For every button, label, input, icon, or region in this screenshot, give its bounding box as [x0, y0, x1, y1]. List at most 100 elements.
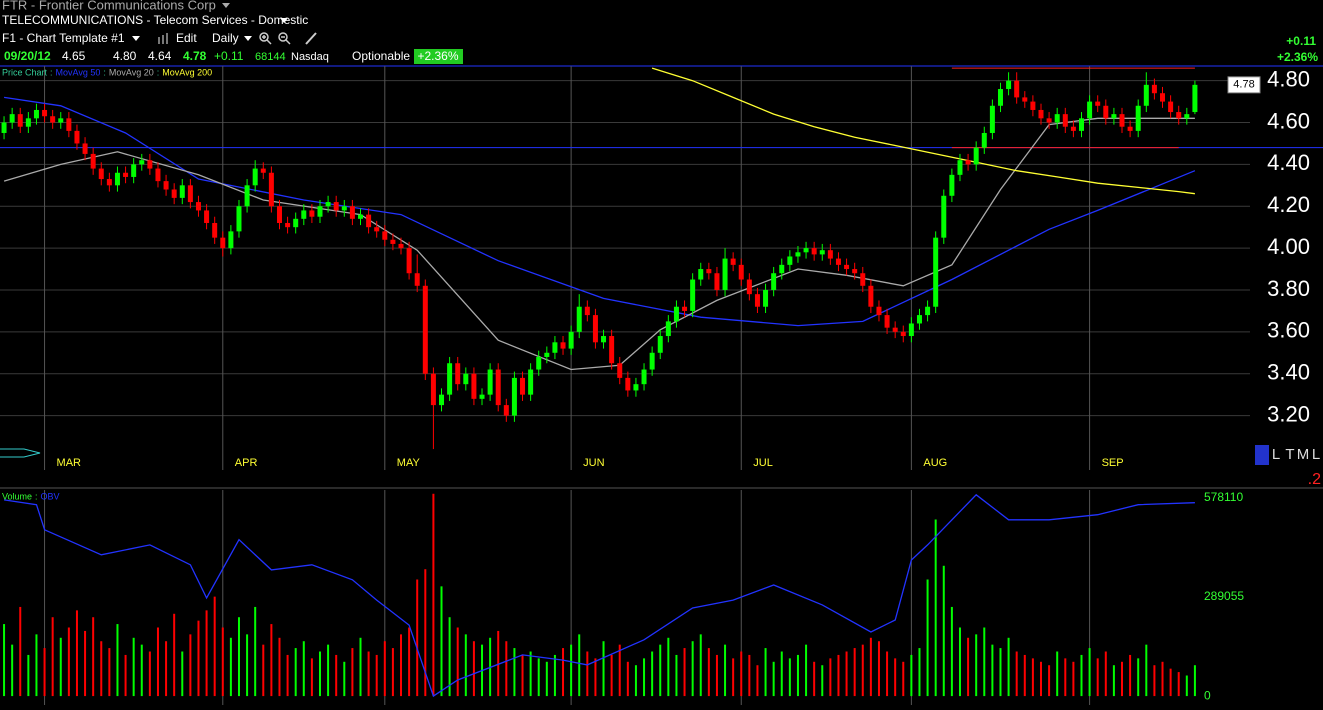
volume-bar	[562, 648, 565, 697]
volume-bar	[213, 596, 216, 697]
candle-body	[633, 384, 639, 391]
view-button-active[interactable]	[1255, 445, 1269, 465]
candle-body	[892, 327, 898, 332]
candle-body	[941, 195, 947, 238]
price-tag-box	[1227, 76, 1261, 94]
candle-body	[779, 264, 785, 274]
dropdown-arrow[interactable]	[132, 36, 140, 41]
volume-bar	[229, 637, 232, 697]
view-button[interactable]: T	[1285, 446, 1294, 463]
zoom-out-icon[interactable]	[278, 32, 291, 45]
view-button[interactable]: M	[1297, 446, 1310, 463]
x-tick-label: MAY	[397, 457, 421, 469]
volume-bar	[740, 651, 743, 697]
bars-icon[interactable]	[158, 33, 168, 44]
candle-body	[738, 264, 744, 280]
y-tick-label: 4.20	[1267, 192, 1310, 217]
candle-body	[787, 256, 793, 265]
draw-tool-icon[interactable]	[305, 32, 317, 45]
volume-tick-label: 289055	[1204, 589, 1244, 603]
candle-body	[698, 269, 704, 280]
candle-body	[195, 202, 201, 211]
edit-button[interactable]: Edit	[176, 31, 197, 45]
volume-bar	[691, 641, 694, 697]
price-tag: 4.78	[1233, 79, 1254, 91]
view-button[interactable]: L	[1272, 446, 1280, 463]
dropdown-arrow[interactable]	[244, 36, 252, 41]
candle-body	[317, 206, 323, 217]
volume-bar	[926, 579, 929, 697]
volume-bar	[294, 648, 297, 697]
volume-bar	[497, 630, 500, 697]
candle-body	[42, 109, 48, 117]
volume-bar	[902, 661, 905, 697]
volume-bar	[359, 637, 362, 697]
candle-body	[754, 294, 760, 307]
y-tick-label: 3.80	[1267, 276, 1310, 301]
candle-body	[171, 189, 177, 198]
moving-average-line	[4, 96, 1196, 327]
volume-bar	[472, 641, 475, 697]
candle-body	[293, 218, 299, 228]
volume-bar	[869, 637, 872, 697]
volume-bar	[934, 519, 937, 697]
candle-body	[665, 321, 671, 337]
volume-bar	[1056, 651, 1059, 697]
volume-bar	[1031, 658, 1034, 697]
quote-optionable: Optionable	[352, 49, 410, 63]
volume-bar	[602, 641, 605, 697]
volume-bar	[683, 648, 686, 697]
candle-body	[520, 377, 526, 395]
volume-bar	[3, 624, 6, 697]
volume-bar	[529, 651, 532, 697]
volume-bar	[197, 620, 200, 697]
volume-bar	[553, 654, 556, 697]
interval-select[interactable]: Daily	[212, 31, 239, 45]
candle-body	[900, 331, 906, 337]
zoom-in-icon[interactable]	[259, 32, 272, 45]
volume-bar	[1007, 637, 1010, 697]
legend-separator: :	[35, 491, 38, 501]
candle-body	[333, 202, 339, 211]
view-button[interactable]: L	[1312, 446, 1320, 463]
legend-separator: :	[50, 67, 53, 77]
volume-bar	[991, 644, 994, 697]
volume-bar	[586, 651, 589, 697]
dropdown-arrow[interactable]	[280, 18, 288, 23]
volume-bar	[335, 654, 338, 697]
volume-bar	[327, 644, 330, 697]
volume-bar	[521, 654, 524, 697]
candle-body	[795, 252, 801, 257]
volume-bar	[278, 637, 281, 697]
volume-bar	[302, 641, 305, 697]
dropdown-arrow[interactable]	[222, 3, 230, 8]
candle-body	[1006, 80, 1012, 90]
template-name[interactable]: F1 - Chart Template #1	[2, 31, 125, 45]
volume-bar	[1088, 648, 1091, 697]
candle-body	[268, 172, 274, 207]
candle-body	[447, 363, 453, 395]
volume-bar	[11, 644, 14, 697]
candle-body	[1095, 101, 1101, 106]
volume-bar	[246, 634, 249, 697]
candle-body	[860, 273, 866, 286]
candle-body	[25, 118, 31, 127]
volume-bar	[108, 648, 111, 697]
volume-bar	[805, 644, 808, 697]
candle-body	[98, 168, 104, 180]
industry-line[interactable]: TELECOMMUNICATIONS - Telecom Services - …	[2, 13, 308, 27]
volume-bar	[254, 606, 257, 697]
candle-body	[487, 369, 493, 395]
volume-bar	[1177, 672, 1180, 697]
volume-bar	[853, 648, 856, 697]
candle-body	[301, 210, 307, 219]
symbol-line[interactable]: FTR - Frontier Communications Corp	[2, 0, 216, 12]
volume-bar	[651, 651, 654, 697]
candle-body	[123, 172, 129, 177]
scroll-arrow[interactable]	[0, 448, 41, 458]
candle-body	[1054, 114, 1060, 123]
volume-bar	[958, 627, 961, 697]
volume-bar	[51, 617, 54, 697]
candle-body	[722, 258, 728, 290]
grid	[0, 66, 1250, 705]
